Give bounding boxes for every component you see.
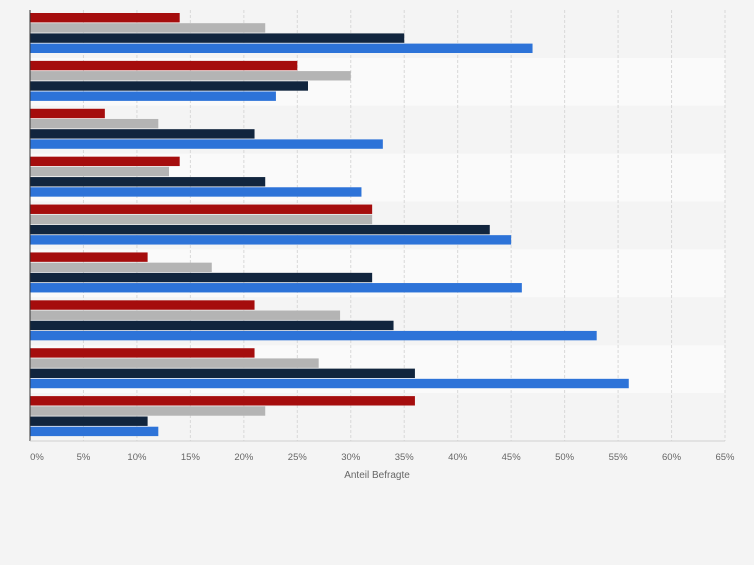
bar[interactable] (30, 358, 319, 368)
bar[interactable] (30, 166, 169, 177)
x-tick-label: 55% (609, 452, 629, 463)
bar[interactable] (30, 43, 533, 53)
x-tick-label: 40% (448, 452, 468, 463)
bar[interactable] (30, 108, 105, 119)
bar[interactable] (30, 272, 373, 283)
x-tick-label: 30% (341, 452, 361, 463)
x-tick-label: 15% (181, 452, 201, 463)
x-tick-label: 25% (288, 452, 308, 463)
bar[interactable] (30, 320, 394, 331)
bar[interactable] (30, 348, 255, 358)
bar[interactable] (30, 330, 597, 341)
bar[interactable] (30, 156, 180, 167)
bar[interactable] (30, 310, 341, 320)
bar[interactable] (30, 283, 522, 293)
bar[interactable] (30, 129, 255, 139)
bar[interactable] (30, 187, 362, 197)
x-tick-label: 5% (77, 452, 91, 463)
bar[interactable] (30, 416, 148, 426)
bar[interactable] (30, 224, 490, 235)
bar[interactable] (30, 177, 266, 187)
bar[interactable] (30, 235, 512, 245)
x-tick-label: 50% (555, 452, 575, 463)
x-tick-label: 60% (662, 452, 682, 463)
bar[interactable] (30, 81, 308, 91)
bar[interactable] (30, 378, 629, 389)
bar[interactable] (30, 214, 373, 225)
x-tick-label: 20% (234, 452, 254, 463)
bar[interactable] (30, 204, 373, 214)
bar[interactable] (30, 139, 383, 149)
bar[interactable] (30, 262, 212, 273)
bar[interactable] (30, 13, 180, 23)
bar[interactable] (30, 396, 415, 406)
bar[interactable] (30, 71, 351, 81)
x-tick-label: 65% (715, 452, 735, 463)
bar[interactable] (30, 406, 266, 416)
bar[interactable] (30, 33, 405, 43)
bars (30, 13, 629, 437)
x-axis-label: Anteil Befragte (344, 470, 410, 481)
bar[interactable] (30, 252, 148, 262)
x-tick-label: 0% (30, 452, 44, 463)
bar[interactable] (30, 426, 159, 437)
bar[interactable] (30, 118, 159, 129)
bar[interactable] (30, 300, 255, 310)
bar[interactable] (30, 60, 298, 71)
x-tick-label: 45% (502, 452, 522, 463)
bar[interactable] (30, 23, 266, 33)
bar[interactable] (30, 91, 276, 101)
x-tick-label: 35% (395, 452, 415, 463)
x-tick-label: 10% (127, 452, 147, 463)
x-axis: 0% 5% 10% 15% 20% 25% 30% 35% 40% 45% 50% 55% 60% 65% (29, 10, 735, 463)
bar[interactable] (30, 368, 415, 379)
